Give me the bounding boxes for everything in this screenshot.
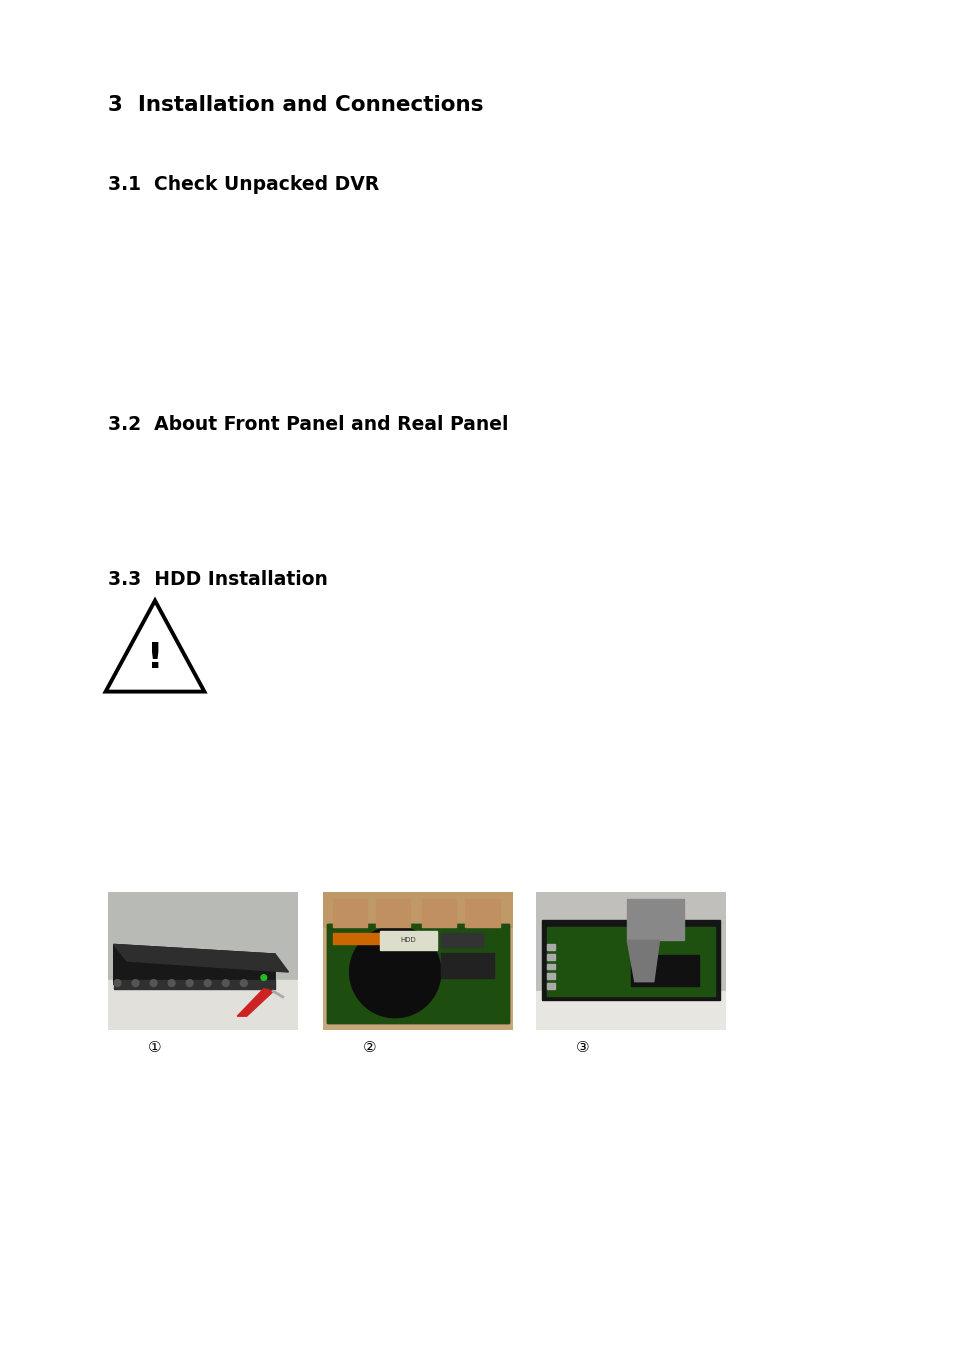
Bar (113, 980, 274, 988)
Text: ②: ② (363, 1041, 376, 1056)
Bar (541, 919, 720, 999)
Polygon shape (626, 941, 659, 981)
Bar (440, 933, 482, 948)
Bar (327, 923, 509, 1023)
Bar (421, 899, 456, 926)
Circle shape (114, 980, 121, 987)
Bar (333, 933, 408, 945)
Bar (323, 892, 513, 926)
Text: 3  Installation and Connections: 3 Installation and Connections (108, 95, 483, 115)
Bar (547, 983, 555, 988)
Circle shape (168, 980, 175, 987)
Bar (547, 926, 714, 995)
Bar (547, 973, 555, 979)
Text: HDD: HDD (400, 937, 416, 944)
Bar (375, 899, 410, 926)
Polygon shape (106, 601, 204, 691)
Polygon shape (113, 945, 288, 972)
Circle shape (240, 980, 247, 987)
Circle shape (222, 980, 229, 987)
Bar (440, 953, 494, 977)
Bar (379, 930, 436, 950)
Bar (333, 899, 366, 926)
Bar (327, 923, 509, 1023)
Circle shape (261, 975, 267, 980)
Bar (536, 991, 725, 1030)
Bar (626, 899, 683, 941)
Polygon shape (113, 945, 274, 988)
Circle shape (132, 980, 139, 987)
Bar (465, 899, 499, 926)
Circle shape (186, 980, 193, 987)
Polygon shape (237, 988, 273, 1017)
Circle shape (204, 980, 211, 987)
Text: 3.3  HDD Installation: 3.3 HDD Installation (108, 570, 328, 589)
Text: 3.2  About Front Panel and Real Panel: 3.2 About Front Panel and Real Panel (108, 414, 508, 433)
Circle shape (349, 926, 440, 1018)
Bar (108, 980, 297, 1030)
Circle shape (150, 980, 157, 987)
Text: ③: ③ (576, 1041, 589, 1056)
Text: !: ! (147, 641, 163, 675)
Bar (547, 945, 555, 950)
Text: 3.1  Check Unpacked DVR: 3.1 Check Unpacked DVR (108, 176, 379, 194)
Bar (547, 964, 555, 969)
Bar (547, 954, 555, 960)
Bar (630, 956, 699, 986)
Text: ①: ① (148, 1041, 162, 1056)
